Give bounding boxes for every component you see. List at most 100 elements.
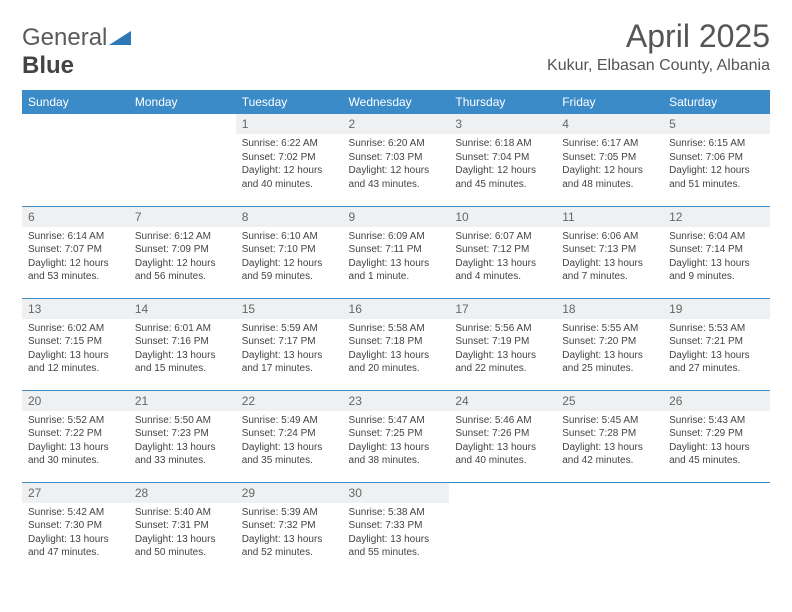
day-info-line: Sunset: 7:15 PM [28,335,123,349]
calendar-day-cell: 8Sunrise: 6:10 AMSunset: 7:10 PMDaylight… [236,206,343,298]
day-info-line: Daylight: 13 hours [135,533,230,547]
day-number: 22 [236,391,343,411]
day-body: Sunrise: 6:01 AMSunset: 7:16 PMDaylight:… [129,319,236,382]
day-info-line: Sunrise: 5:56 AM [455,322,550,336]
day-info-line: Daylight: 13 hours [669,257,764,271]
calendar-day-cell: 5Sunrise: 6:15 AMSunset: 7:06 PMDaylight… [663,114,770,206]
day-number: 8 [236,207,343,227]
day-number: 30 [343,483,450,503]
day-info-line: Sunrise: 6:14 AM [28,230,123,244]
day-info-line: Sunrise: 6:04 AM [669,230,764,244]
day-number: 26 [663,391,770,411]
logo: General Blue [22,24,131,80]
day-body: Sunrise: 5:49 AMSunset: 7:24 PMDaylight:… [236,411,343,474]
calendar-table: SundayMondayTuesdayWednesdayThursdayFrid… [22,90,770,574]
day-body: Sunrise: 6:09 AMSunset: 7:11 PMDaylight:… [343,227,450,290]
calendar-day-cell [129,114,236,206]
day-info-line: Sunrise: 5:59 AM [242,322,337,336]
logo-triangle-icon [109,24,131,52]
logo-text-part1: General [22,24,107,51]
day-info-line: Daylight: 13 hours [455,257,550,271]
day-number: 18 [556,299,663,319]
weekday-header: Thursday [449,90,556,114]
day-info-line: and 25 minutes. [562,362,657,376]
day-number: 24 [449,391,556,411]
calendar-day-cell: 13Sunrise: 6:02 AMSunset: 7:15 PMDayligh… [22,298,129,390]
day-info-line: and 38 minutes. [349,454,444,468]
day-body: Sunrise: 6:15 AMSunset: 7:06 PMDaylight:… [663,134,770,197]
day-info-line: Daylight: 13 hours [455,349,550,363]
day-info-line: Sunset: 7:12 PM [455,243,550,257]
day-info-line: and 43 minutes. [349,178,444,192]
calendar-day-cell: 27Sunrise: 5:42 AMSunset: 7:30 PMDayligh… [22,482,129,574]
day-body: Sunrise: 5:47 AMSunset: 7:25 PMDaylight:… [343,411,450,474]
day-info-line: Sunset: 7:23 PM [135,427,230,441]
day-info-line: and 56 minutes. [135,270,230,284]
day-info-line: Sunset: 7:13 PM [562,243,657,257]
day-info-line: Sunrise: 5:52 AM [28,414,123,428]
day-info-line: Sunrise: 5:49 AM [242,414,337,428]
calendar-day-cell [663,482,770,574]
day-info-line: Sunrise: 6:17 AM [562,137,657,151]
day-number [556,483,663,503]
day-info-line: Sunset: 7:06 PM [669,151,764,165]
day-body: Sunrise: 6:17 AMSunset: 7:05 PMDaylight:… [556,134,663,197]
calendar-week-row: 6 Sunrise: 6:14 AMSunset: 7:07 PM Daylight… [22,206,770,298]
day-info-line: Daylight: 13 hours [135,349,230,363]
calendar-day-cell: 11Sunrise: 6:06 AMSunset: 7:13 PMDayligh… [556,206,663,298]
logo-text-part2: Blue [22,52,74,79]
calendar-day-cell [556,482,663,574]
calendar-week-row: 1Sunrise: 6:22 AMSunset: 7:02 PMDaylight… [22,114,770,206]
day-body: Sunrise: 6:07 AMSunset: 7:12 PMDaylight:… [449,227,556,290]
day-info-line: Sunset: 7:31 PM [135,519,230,533]
day-info-line: Sunrise: 6:06 AM [562,230,657,244]
day-info-line: Daylight: 13 hours [349,441,444,455]
title-block: April 2025 Kukur, Elbasan County, Albani… [547,18,770,75]
day-number [129,114,236,134]
day-info-line: and 48 minutes. [562,178,657,192]
day-body: Sunrise: 5:53 AMSunset: 7:21 PMDaylight:… [663,319,770,382]
day-number: 2 [343,114,450,134]
day-body [22,134,129,143]
weekday-header: Monday [129,90,236,114]
day-body: Sunrise: 5:39 AMSunset: 7:32 PMDaylight:… [236,503,343,566]
day-number: 15 [236,299,343,319]
day-info-line: Daylight: 13 hours [349,349,444,363]
weekday-header: Tuesday [236,90,343,114]
day-info-line: Daylight: 13 hours [455,441,550,455]
day-info-line: Sunrise: 5:45 AM [562,414,657,428]
day-info-line: Daylight: 12 hours [242,164,337,178]
day-info-line: Sunrise: 5:55 AM [562,322,657,336]
day-number: 20 [22,391,129,411]
day-info-line: Sunset: 7:28 PM [562,427,657,441]
day-info-line: Sunset: 7:09 PM [135,243,230,257]
day-body: Sunrise: 6:20 AMSunset: 7:03 PMDaylight:… [343,134,450,197]
day-info-line: Sunset: 7:16 PM [135,335,230,349]
calendar-week-row: 20Sunrise: 5:52 AMSunset: 7:22 PMDayligh… [22,390,770,482]
calendar-day-cell: 26Sunrise: 5:43 AMSunset: 7:29 PMDayligh… [663,390,770,482]
day-info-line: and 22 minutes. [455,362,550,376]
day-info-line: Sunset: 7:04 PM [455,151,550,165]
day-number: 21 [129,391,236,411]
day-info-line: Sunrise: 6:15 AM [669,137,764,151]
calendar-day-cell: 4Sunrise: 6:17 AMSunset: 7:05 PMDaylight… [556,114,663,206]
day-info-line: Daylight: 13 hours [349,257,444,271]
calendar-day-cell [22,114,129,206]
day-info-line: and 45 minutes. [455,178,550,192]
day-number: 12 [663,207,770,227]
day-info-line: Sunrise: 5:40 AM [135,506,230,520]
day-number: 6 [22,207,129,227]
day-body: Sunrise: 5:46 AMSunset: 7:26 PMDaylight:… [449,411,556,474]
day-body: Sunrise: 6:02 AMSunset: 7:15 PMDaylight:… [22,319,129,382]
day-info-line: Sunset: 7:07 PM [28,243,123,257]
calendar-day-cell: 16Sunrise: 5:58 AMSunset: 7:18 PMDayligh… [343,298,450,390]
day-body: Sunrise: 5:58 AMSunset: 7:18 PMDaylight:… [343,319,450,382]
day-info-line: Daylight: 13 hours [28,349,123,363]
day-body [449,503,556,512]
day-info-line: and 50 minutes. [135,546,230,560]
day-body [129,134,236,143]
calendar-day-cell: 9Sunrise: 6:09 AMSunset: 7:11 PMDaylight… [343,206,450,298]
day-info-line: and 53 minutes. [28,270,123,284]
day-number: 13 [22,299,129,319]
day-info-line: Sunset: 7:26 PM [455,427,550,441]
